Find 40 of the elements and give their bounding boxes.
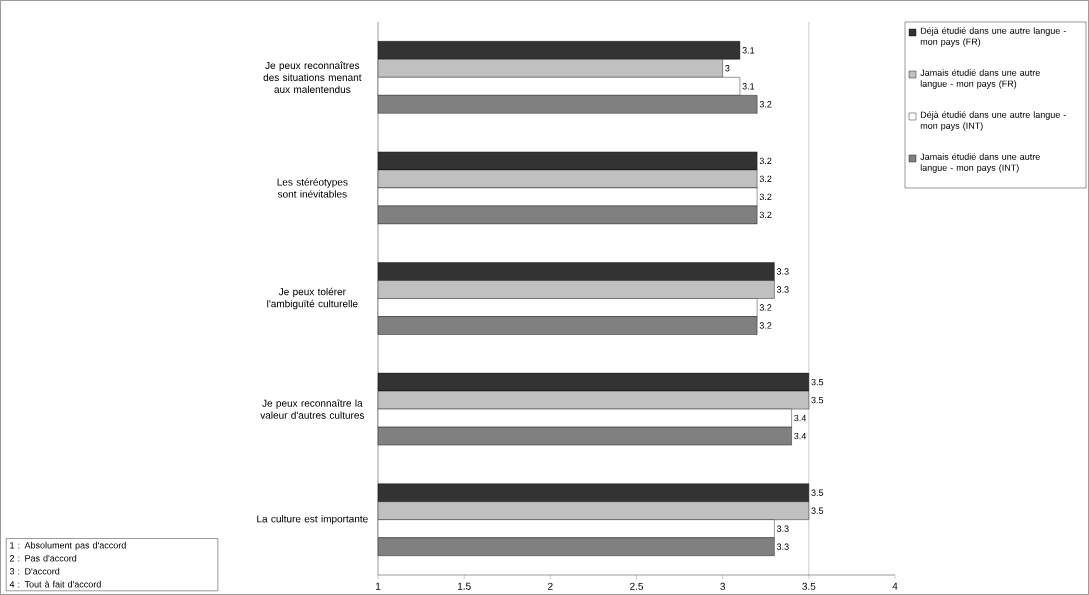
data-label: 3	[725, 65, 730, 72]
data-label: 3.3	[776, 543, 789, 550]
legend-label: Jamais étudié dans une autre langue - mon pays (FR)	[920, 69, 1040, 89]
data-label: 3.2	[759, 101, 772, 108]
legend-label: Déjà étudié dans une autre langue - mon pays (FR)	[920, 27, 1066, 47]
data-label: 3.1	[742, 83, 755, 90]
x-tick-label: 2.5	[630, 582, 644, 590]
text: 3 : D'accord	[9, 567, 60, 575]
data-label: 3.3	[776, 286, 789, 293]
data-label: 3.5	[811, 489, 824, 496]
x-tick-label: 1.5	[457, 582, 471, 590]
data-label: 3.2	[759, 322, 772, 329]
text: 1 : Absolument pas d'accord	[10, 541, 126, 551]
text: 2 : Pas d'accord	[9, 554, 77, 562]
data-label: 3.3	[776, 268, 789, 275]
data-label: 3.5	[811, 507, 824, 514]
x-tick-label: 4	[892, 582, 898, 590]
data-label: 3.2	[759, 304, 772, 311]
data-label: 3.4	[794, 432, 807, 440]
y-tick-label: Je peux reconnaître la valeur d'autres cultures	[260, 399, 365, 419]
legend-label: Jamais étudié dans une autre langue - mon pays (INT)	[920, 153, 1040, 173]
legend-label: Déjà étudié dans une autre langue - mon pays (INT)	[920, 111, 1066, 131]
x-tick-label: 3	[720, 582, 726, 590]
y-tick-label: Les stéréotypes sont inévitables	[277, 178, 348, 198]
x-tick-label: 3.5	[802, 582, 816, 590]
data-label: 3.2	[759, 193, 772, 201]
data-label: 3.3	[776, 525, 789, 532]
data-label: 3.2	[759, 157, 772, 165]
data-label: 3.2	[759, 211, 772, 219]
y-tick-label: La culture est importante	[257, 515, 368, 525]
data-label: 3.2	[759, 175, 772, 183]
text: 4 : Tout à fait d'accord	[9, 580, 101, 588]
data-label: 3.5	[811, 396, 824, 404]
data-label: 3.4	[794, 414, 807, 422]
data-label: 3.1	[742, 47, 755, 54]
y-tick-label: Je peux tolérer l'ambiguïté culturelle	[267, 287, 358, 310]
x-tick-label: 1	[375, 582, 381, 590]
x-tick-label: 2	[548, 582, 553, 590]
y-tick-label: Je peux reconnaîtres des situations menant aux malentendus	[263, 61, 362, 93]
data-label: 3.5	[811, 378, 824, 386]
